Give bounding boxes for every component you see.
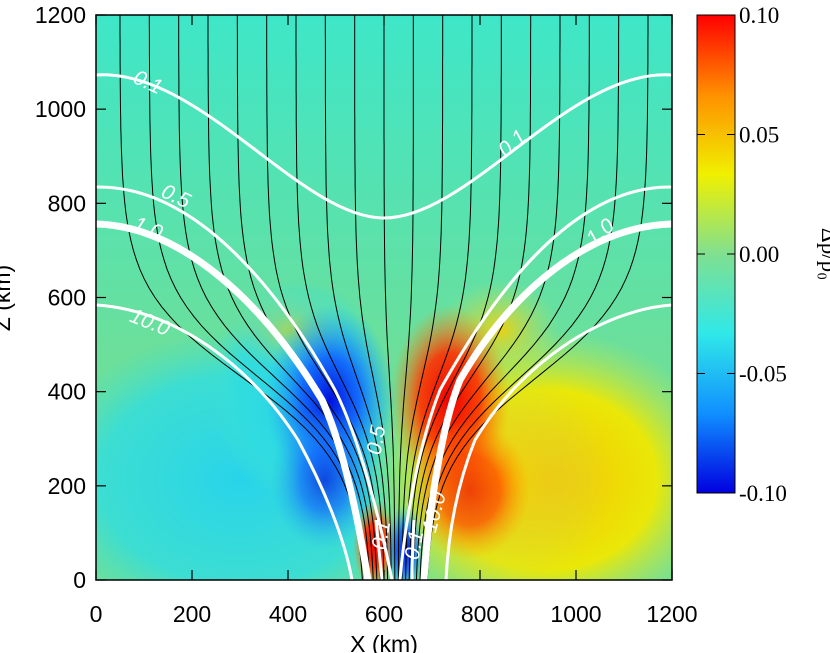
field-line [408,15,502,580]
contour-label: 0.5 [363,423,391,456]
field-line [295,15,385,580]
x-tick-label: 400 [269,601,307,627]
field-line [412,15,532,580]
contour [96,220,372,580]
x-tick-label: 1200 [646,601,697,627]
y-tick-label: 1000 [35,96,86,122]
contours [96,73,672,580]
contour [444,303,672,580]
contour-label: 0.1 [368,519,396,552]
contour [398,185,672,580]
contour [410,519,416,580]
x-axis-label: X (km) [350,631,418,653]
x-tick-label: 0 [90,601,103,627]
contour [96,303,354,580]
colorbar-tick-label: 0.00 [739,242,779,267]
y-axis-label: Z (km) [0,265,15,331]
field-line [266,15,381,580]
colorbar-tick-label: 0.10 [739,3,779,28]
heatmap: 0.10.10.51.010.01.00.510.00.1 0.1 [96,15,672,580]
field-line [354,15,392,580]
contour [96,73,672,220]
contour [96,185,394,580]
x-tick-label: 200 [173,601,211,627]
field-line [178,15,371,580]
field-line [426,15,649,580]
field-line [401,15,444,580]
y-tick-label: 600 [48,285,86,311]
contour [374,519,384,580]
y-tick-label: 400 [48,379,86,405]
y-tick-label: 0 [73,567,86,593]
field-line [119,15,363,580]
field-line [415,15,561,580]
field-line [207,15,374,580]
colorbar-tick-label: -0.10 [739,481,787,506]
x-tick-label: 800 [461,601,499,627]
x-tick-label: 600 [365,601,403,627]
x-tick-label: 1000 [550,601,601,627]
y-tick-label: 800 [48,190,86,216]
y-tick-label: 1200 [35,2,86,28]
field-line [324,15,389,580]
field-line [383,15,396,580]
contour-label: 0.1 [401,529,429,562]
y-tick-label: 200 [48,473,86,499]
field-line [405,15,473,580]
field-lines [119,15,649,580]
field-line [236,15,378,580]
colorbar-tick-label: -0.05 [739,362,787,387]
colorbar-tick-label: 0.05 [739,123,779,148]
field-line [397,15,414,580]
contour [420,220,672,580]
colorbar-label: Δp/p₀ [817,228,830,280]
